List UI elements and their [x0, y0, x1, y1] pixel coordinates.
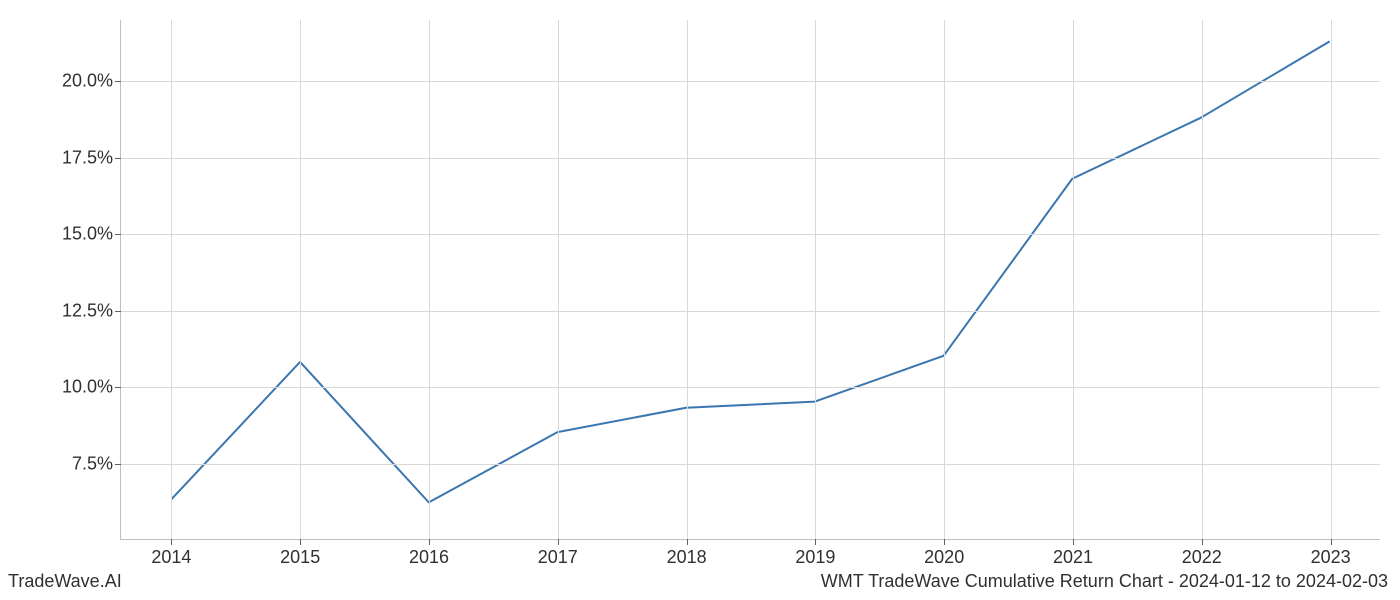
y-tick-mark: [115, 158, 121, 159]
footer-brand: TradeWave.AI: [8, 571, 122, 592]
grid-line-horizontal: [121, 81, 1380, 82]
chart-container: 7.5%10.0%12.5%15.0%17.5%20.0%20142015201…: [120, 20, 1380, 540]
return-line: [171, 41, 1329, 502]
x-tick-label: 2017: [538, 547, 578, 568]
x-tick-mark: [171, 539, 172, 545]
grid-line-horizontal: [121, 234, 1380, 235]
grid-line-vertical: [1331, 20, 1332, 539]
y-tick-label: 10.0%: [62, 377, 113, 398]
grid-line-vertical: [558, 20, 559, 539]
y-tick-mark: [115, 464, 121, 465]
x-tick-mark: [300, 539, 301, 545]
y-tick-mark: [115, 311, 121, 312]
x-tick-label: 2023: [1311, 547, 1351, 568]
x-tick-mark: [1202, 539, 1203, 545]
grid-line-vertical: [171, 20, 172, 539]
y-tick-label: 20.0%: [62, 71, 113, 92]
grid-line-vertical: [815, 20, 816, 539]
x-tick-label: 2015: [280, 547, 320, 568]
grid-line-vertical: [1202, 20, 1203, 539]
footer-caption: WMT TradeWave Cumulative Return Chart - …: [821, 571, 1388, 592]
x-tick-label: 2018: [667, 547, 707, 568]
grid-line-horizontal: [121, 387, 1380, 388]
y-tick-mark: [115, 387, 121, 388]
y-tick-label: 12.5%: [62, 300, 113, 321]
x-tick-label: 2020: [924, 547, 964, 568]
grid-line-horizontal: [121, 311, 1380, 312]
x-tick-mark: [815, 539, 816, 545]
x-tick-mark: [687, 539, 688, 545]
y-tick-label: 17.5%: [62, 147, 113, 168]
grid-line-vertical: [944, 20, 945, 539]
x-tick-label: 2019: [795, 547, 835, 568]
x-tick-mark: [1331, 539, 1332, 545]
y-tick-mark: [115, 81, 121, 82]
x-tick-label: 2021: [1053, 547, 1093, 568]
x-tick-mark: [558, 539, 559, 545]
y-tick-label: 15.0%: [62, 224, 113, 245]
grid-line-horizontal: [121, 158, 1380, 159]
grid-line-vertical: [429, 20, 430, 539]
plot-area: 7.5%10.0%12.5%15.0%17.5%20.0%20142015201…: [120, 20, 1380, 540]
line-series: [121, 20, 1380, 539]
x-tick-label: 2022: [1182, 547, 1222, 568]
y-tick-mark: [115, 234, 121, 235]
x-tick-label: 2014: [151, 547, 191, 568]
x-tick-mark: [944, 539, 945, 545]
x-tick-label: 2016: [409, 547, 449, 568]
grid-line-vertical: [687, 20, 688, 539]
grid-line-horizontal: [121, 464, 1380, 465]
x-tick-mark: [1073, 539, 1074, 545]
grid-line-vertical: [300, 20, 301, 539]
x-tick-mark: [429, 539, 430, 545]
y-tick-label: 7.5%: [72, 453, 113, 474]
grid-line-vertical: [1073, 20, 1074, 539]
